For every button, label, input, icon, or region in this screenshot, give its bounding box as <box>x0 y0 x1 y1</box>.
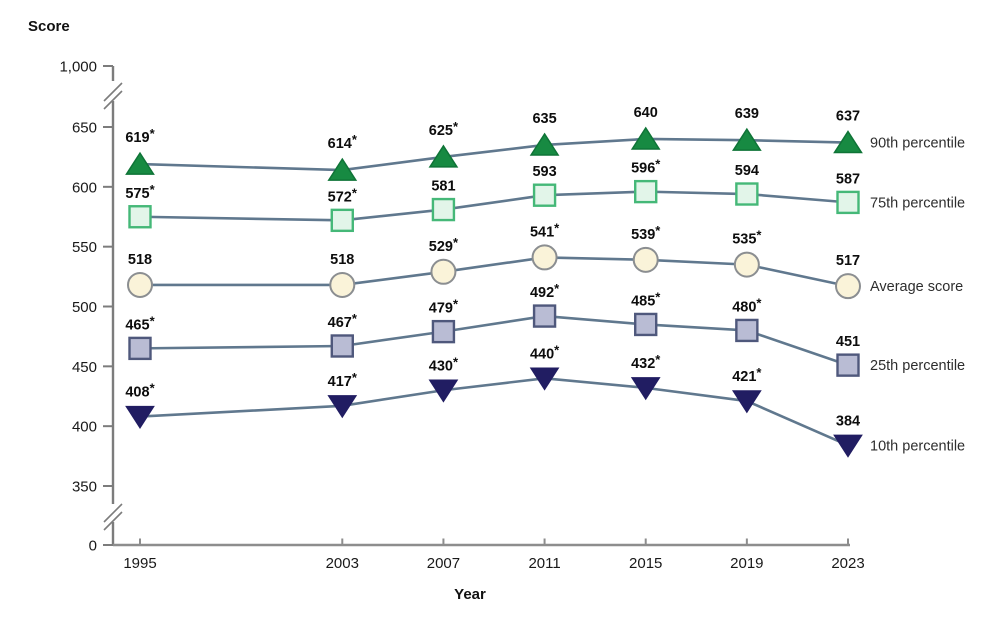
marker-square-75th-percentile <box>532 183 557 207</box>
data-label-average-score: 517 <box>836 253 860 269</box>
y-tick-label: 650 <box>72 120 97 137</box>
data-label-25th-percentile: 467* <box>328 311 358 331</box>
legend-label-average-score: Average score <box>870 279 963 295</box>
y-tick-label: 550 <box>72 239 97 256</box>
y-tick-label: 500 <box>72 299 97 316</box>
marker-circle-average-score <box>329 271 356 298</box>
marker-circle-average-score <box>632 246 659 273</box>
marker-circle-average-score <box>531 244 558 271</box>
marker-triangle-up-90th-percentile <box>833 130 863 154</box>
data-label-90th-percentile: 625* <box>429 119 459 139</box>
data-label-average-score: 518 <box>330 252 354 268</box>
marker-triangle-down-10th-percentile <box>428 379 459 403</box>
data-label-10th-percentile: 440* <box>530 342 560 362</box>
marker-square-25th-percentile <box>128 336 152 361</box>
x-tick-label: 2023 <box>831 555 864 572</box>
data-label-75th-percentile: 572* <box>328 185 358 205</box>
data-label-25th-percentile: 465* <box>125 313 155 333</box>
data-label-75th-percentile: 581 <box>431 179 455 195</box>
data-label-10th-percentile: 430* <box>429 354 459 374</box>
x-tick-label: 2003 <box>326 555 359 572</box>
marker-circle-average-score <box>835 273 861 300</box>
marker-triangle-down-10th-percentile <box>125 405 155 429</box>
marker-square-75th-percentile <box>431 197 456 222</box>
x-tick-label: 1995 <box>123 555 156 572</box>
data-label-10th-percentile: 421* <box>732 365 762 385</box>
series-line-10th-percentile <box>139 376 849 447</box>
data-label-90th-percentile: 637 <box>836 109 860 125</box>
data-label-90th-percentile: 635 <box>532 111 556 127</box>
marker-square-25th-percentile <box>836 353 860 377</box>
marker-square-75th-percentile <box>128 205 152 229</box>
x-tick-label: 2015 <box>629 555 662 572</box>
legend-label-90th-percentile: 90th percentile <box>870 136 965 152</box>
data-label-75th-percentile: 575* <box>125 182 155 202</box>
y-tick-label: 450 <box>72 359 97 376</box>
legend-label-75th-percentile: 75th percentile <box>870 195 965 211</box>
marker-triangle-down-10th-percentile <box>833 434 863 458</box>
data-label-75th-percentile: 593 <box>532 164 556 180</box>
marker-square-75th-percentile <box>330 208 354 233</box>
marker-triangle-down-10th-percentile <box>630 377 661 401</box>
marker-triangle-down-10th-percentile <box>327 395 358 419</box>
y-tick-label: 1,000 <box>59 59 97 76</box>
marker-triangle-up-90th-percentile <box>630 126 661 150</box>
marker-triangle-down-10th-percentile <box>529 367 560 391</box>
data-label-75th-percentile: 594 <box>735 163 759 179</box>
marker-square-75th-percentile <box>836 190 860 215</box>
x-tick-label: 2007 <box>427 555 460 572</box>
marker-square-25th-percentile <box>330 334 354 358</box>
y-axis-title: Score <box>28 18 70 35</box>
y-tick-label: 0 <box>89 538 97 555</box>
x-tick-label: 2019 <box>730 555 763 572</box>
marker-square-25th-percentile <box>634 312 658 337</box>
data-label-25th-percentile: 480* <box>732 295 762 315</box>
legend-label-25th-percentile: 25th percentile <box>870 358 965 374</box>
data-label-average-score: 539* <box>631 223 661 243</box>
y-axis-break-top <box>103 82 123 110</box>
marker-square-75th-percentile <box>735 182 759 206</box>
data-label-90th-percentile: 619* <box>125 126 155 146</box>
marker-circle-average-score <box>430 258 457 285</box>
data-label-25th-percentile: 492* <box>530 281 560 301</box>
marker-square-25th-percentile <box>532 304 557 328</box>
data-label-25th-percentile: 479* <box>429 297 459 317</box>
y-tick-label: 400 <box>72 419 97 436</box>
marker-triangle-up-90th-percentile <box>731 127 762 151</box>
marker-triangle-down-10th-percentile <box>731 390 762 414</box>
data-label-average-score: 518 <box>128 252 152 268</box>
data-label-25th-percentile: 485* <box>631 289 661 309</box>
marker-square-25th-percentile <box>735 318 759 343</box>
data-label-10th-percentile: 408* <box>125 381 155 401</box>
data-label-10th-percentile: 384 <box>836 413 860 429</box>
data-label-90th-percentile: 614* <box>328 132 358 152</box>
y-tick-label: 350 <box>72 479 97 496</box>
marker-circle-average-score <box>733 251 760 278</box>
marker-square-25th-percentile <box>431 319 456 344</box>
data-label-90th-percentile: 640 <box>634 105 658 121</box>
marker-triangle-up-90th-percentile <box>428 144 459 168</box>
data-label-75th-percentile: 587 <box>836 171 860 187</box>
data-label-90th-percentile: 639 <box>735 106 759 122</box>
data-label-75th-percentile: 596* <box>631 157 661 177</box>
marker-square-75th-percentile <box>634 179 658 204</box>
legend-label-10th-percentile: 10th percentile <box>870 438 965 454</box>
data-label-10th-percentile: 417* <box>328 370 358 390</box>
marker-circle-average-score <box>127 271 153 298</box>
y-tick-label: 600 <box>72 179 97 196</box>
data-label-25th-percentile: 451 <box>836 334 860 350</box>
marker-triangle-up-90th-percentile <box>529 132 560 156</box>
y-axis-break-bottom <box>103 503 123 531</box>
data-label-10th-percentile: 432* <box>631 352 661 372</box>
marker-triangle-up-90th-percentile <box>327 157 358 181</box>
x-axis-title: Year <box>454 586 486 603</box>
marker-triangle-up-90th-percentile <box>125 151 155 175</box>
data-label-average-score: 535* <box>732 228 762 248</box>
x-tick-label: 2011 <box>528 555 560 572</box>
data-label-average-score: 529* <box>429 235 459 255</box>
data-label-average-score: 541* <box>530 220 560 240</box>
